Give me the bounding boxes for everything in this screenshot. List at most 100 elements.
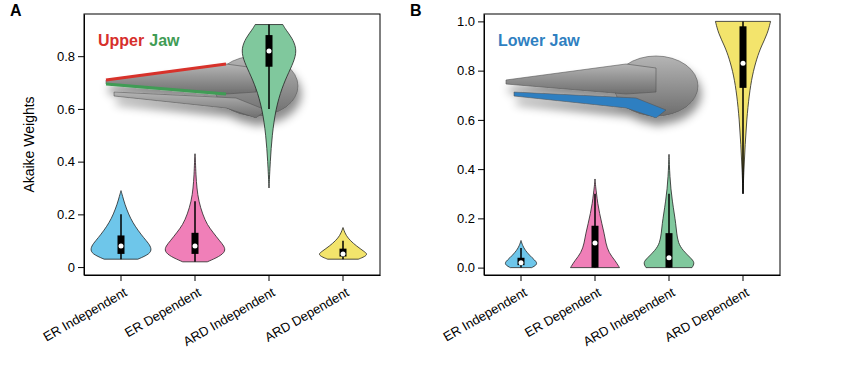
x-tick-mark: [121, 275, 122, 281]
y-tick-label: 0: [68, 260, 75, 275]
median-dot: [593, 240, 598, 245]
iqr-box: [592, 226, 599, 268]
y-tick-label: 0.2: [457, 211, 475, 226]
y-axis-line: [84, 15, 85, 276]
x-axis: ER IndependentER DependentARD Independen…: [41, 275, 381, 349]
x-tick: ARD Independent: [180, 275, 277, 349]
panel-label: B: [410, 2, 422, 19]
y-tick: 0.8: [57, 49, 84, 64]
median-dot: [741, 61, 746, 66]
y-tick-mark: [478, 268, 484, 269]
skull-lower-jaw: [114, 92, 266, 118]
x-tick: ARD Dependent: [262, 275, 352, 345]
plot-frame: [484, 14, 780, 275]
y-tick: 0.8: [457, 63, 484, 78]
x-tick: ARD Dependent: [662, 275, 752, 345]
y-axis: 0 0.2 0.4 0.6 0.8: [57, 15, 85, 276]
x-tick-mark: [669, 275, 670, 281]
x-tick-mark: [343, 275, 344, 281]
y-tick: 0.4: [457, 162, 484, 177]
x-tick-mark: [195, 275, 196, 281]
y-tick-mark: [78, 56, 84, 57]
y-tick-mark: [78, 109, 84, 110]
y-tick-label: 0.6: [457, 113, 475, 128]
violin: [242, 25, 295, 188]
median-dot: [267, 48, 272, 53]
annotation-part: Jaw: [149, 32, 180, 49]
y-tick-label: 0.8: [57, 49, 75, 64]
y-axis-line: [484, 15, 485, 276]
violin: [91, 191, 151, 260]
iqr-box: [518, 258, 525, 265]
y-tick-label: 0.2: [57, 207, 75, 222]
upper-jaw-highlight: [106, 64, 226, 80]
y-tick: 0.6: [57, 102, 84, 117]
y-tick-mark: [78, 162, 84, 163]
violin: [570, 179, 619, 268]
x-tick-mark: [269, 275, 270, 281]
y-tick-mark: [78, 214, 84, 215]
violins: [91, 25, 366, 262]
x-tick-label: ARD Dependent: [662, 284, 752, 345]
upper-jaw-highlight: [106, 84, 226, 94]
annotation-part: Lower Jaw: [498, 32, 580, 49]
violin: [715, 21, 770, 193]
violin: [319, 228, 366, 260]
y-tick-mark: [78, 267, 84, 268]
x-tick-mark: [521, 275, 522, 281]
y-tick-label: 0.4: [57, 154, 75, 169]
annotation: Lower Jaw: [498, 32, 580, 49]
y-tick: 0.4: [57, 154, 84, 169]
y-tick: 0.2: [57, 207, 84, 222]
x-tick-label: ER Independent: [441, 284, 530, 344]
y-tick: 1.0: [457, 14, 484, 29]
iqr-box: [740, 26, 747, 88]
y-axis: 0.0 0.2 0.4 0.6 0.8 1.0: [457, 14, 485, 275]
x-tick: ER Independent: [41, 275, 130, 344]
x-tick-label: ARD Dependent: [262, 284, 352, 345]
y-tick-mark: [478, 218, 484, 219]
y-tick: 0: [68, 260, 84, 275]
y-tick-mark: [478, 169, 484, 170]
violin: [165, 154, 224, 262]
plot-frame: [84, 14, 380, 275]
panel-label: A: [10, 2, 22, 19]
y-tick-label: 1.0: [457, 14, 475, 29]
skull-upper-beak: [106, 64, 256, 94]
median-dot: [193, 244, 198, 249]
panel: UpperJaw 0 0.2 0.4 0.6 0.8 ER IndependentER De…: [10, 2, 381, 349]
y-tick-mark: [478, 21, 484, 22]
violin: [644, 154, 694, 267]
annotation: UpperJaw: [98, 32, 180, 49]
x-tick-label: ER Independent: [41, 284, 130, 344]
figure: UpperJaw 0 0.2 0.4 0.6 0.8 ER IndependentER De…: [0, 0, 843, 371]
x-axis-line: [485, 275, 781, 276]
iqr-box: [192, 233, 199, 254]
y-tick-label: 0.8: [457, 63, 475, 78]
x-tick-mark: [595, 275, 596, 281]
median-dot: [119, 244, 124, 249]
y-tick: 0.6: [457, 113, 484, 128]
skull-lower-jaw: [514, 92, 666, 118]
median-dot: [667, 255, 672, 260]
violin: [505, 241, 536, 268]
y-tick-label: 0.0: [457, 260, 475, 275]
x-tick-label: ARD Independent: [580, 284, 677, 349]
x-tick: ER Independent: [441, 275, 530, 344]
median-dot: [341, 251, 346, 256]
y-tick: 0.2: [457, 211, 484, 226]
y-axis-title: Akaike Weights: [21, 96, 37, 192]
y-tick-mark: [478, 71, 484, 72]
y-tick-label: 0.4: [457, 162, 475, 177]
skull-illustration: [506, 56, 698, 118]
y-tick: 0.0: [457, 260, 484, 275]
x-tick: ARD Independent: [580, 275, 677, 349]
x-tick-mark: [743, 275, 744, 281]
x-axis: ER IndependentER DependentARD Independen…: [441, 275, 781, 349]
violins: [505, 21, 770, 267]
skull-upper-beak: [506, 64, 656, 94]
panel: Lower Jaw 0.0 0.2 0.4 0.6 0.8 1.0 ER Independen…: [410, 2, 781, 349]
iqr-box: [266, 35, 273, 67]
iqr-box: [340, 249, 347, 257]
y-tick-mark: [478, 120, 484, 121]
